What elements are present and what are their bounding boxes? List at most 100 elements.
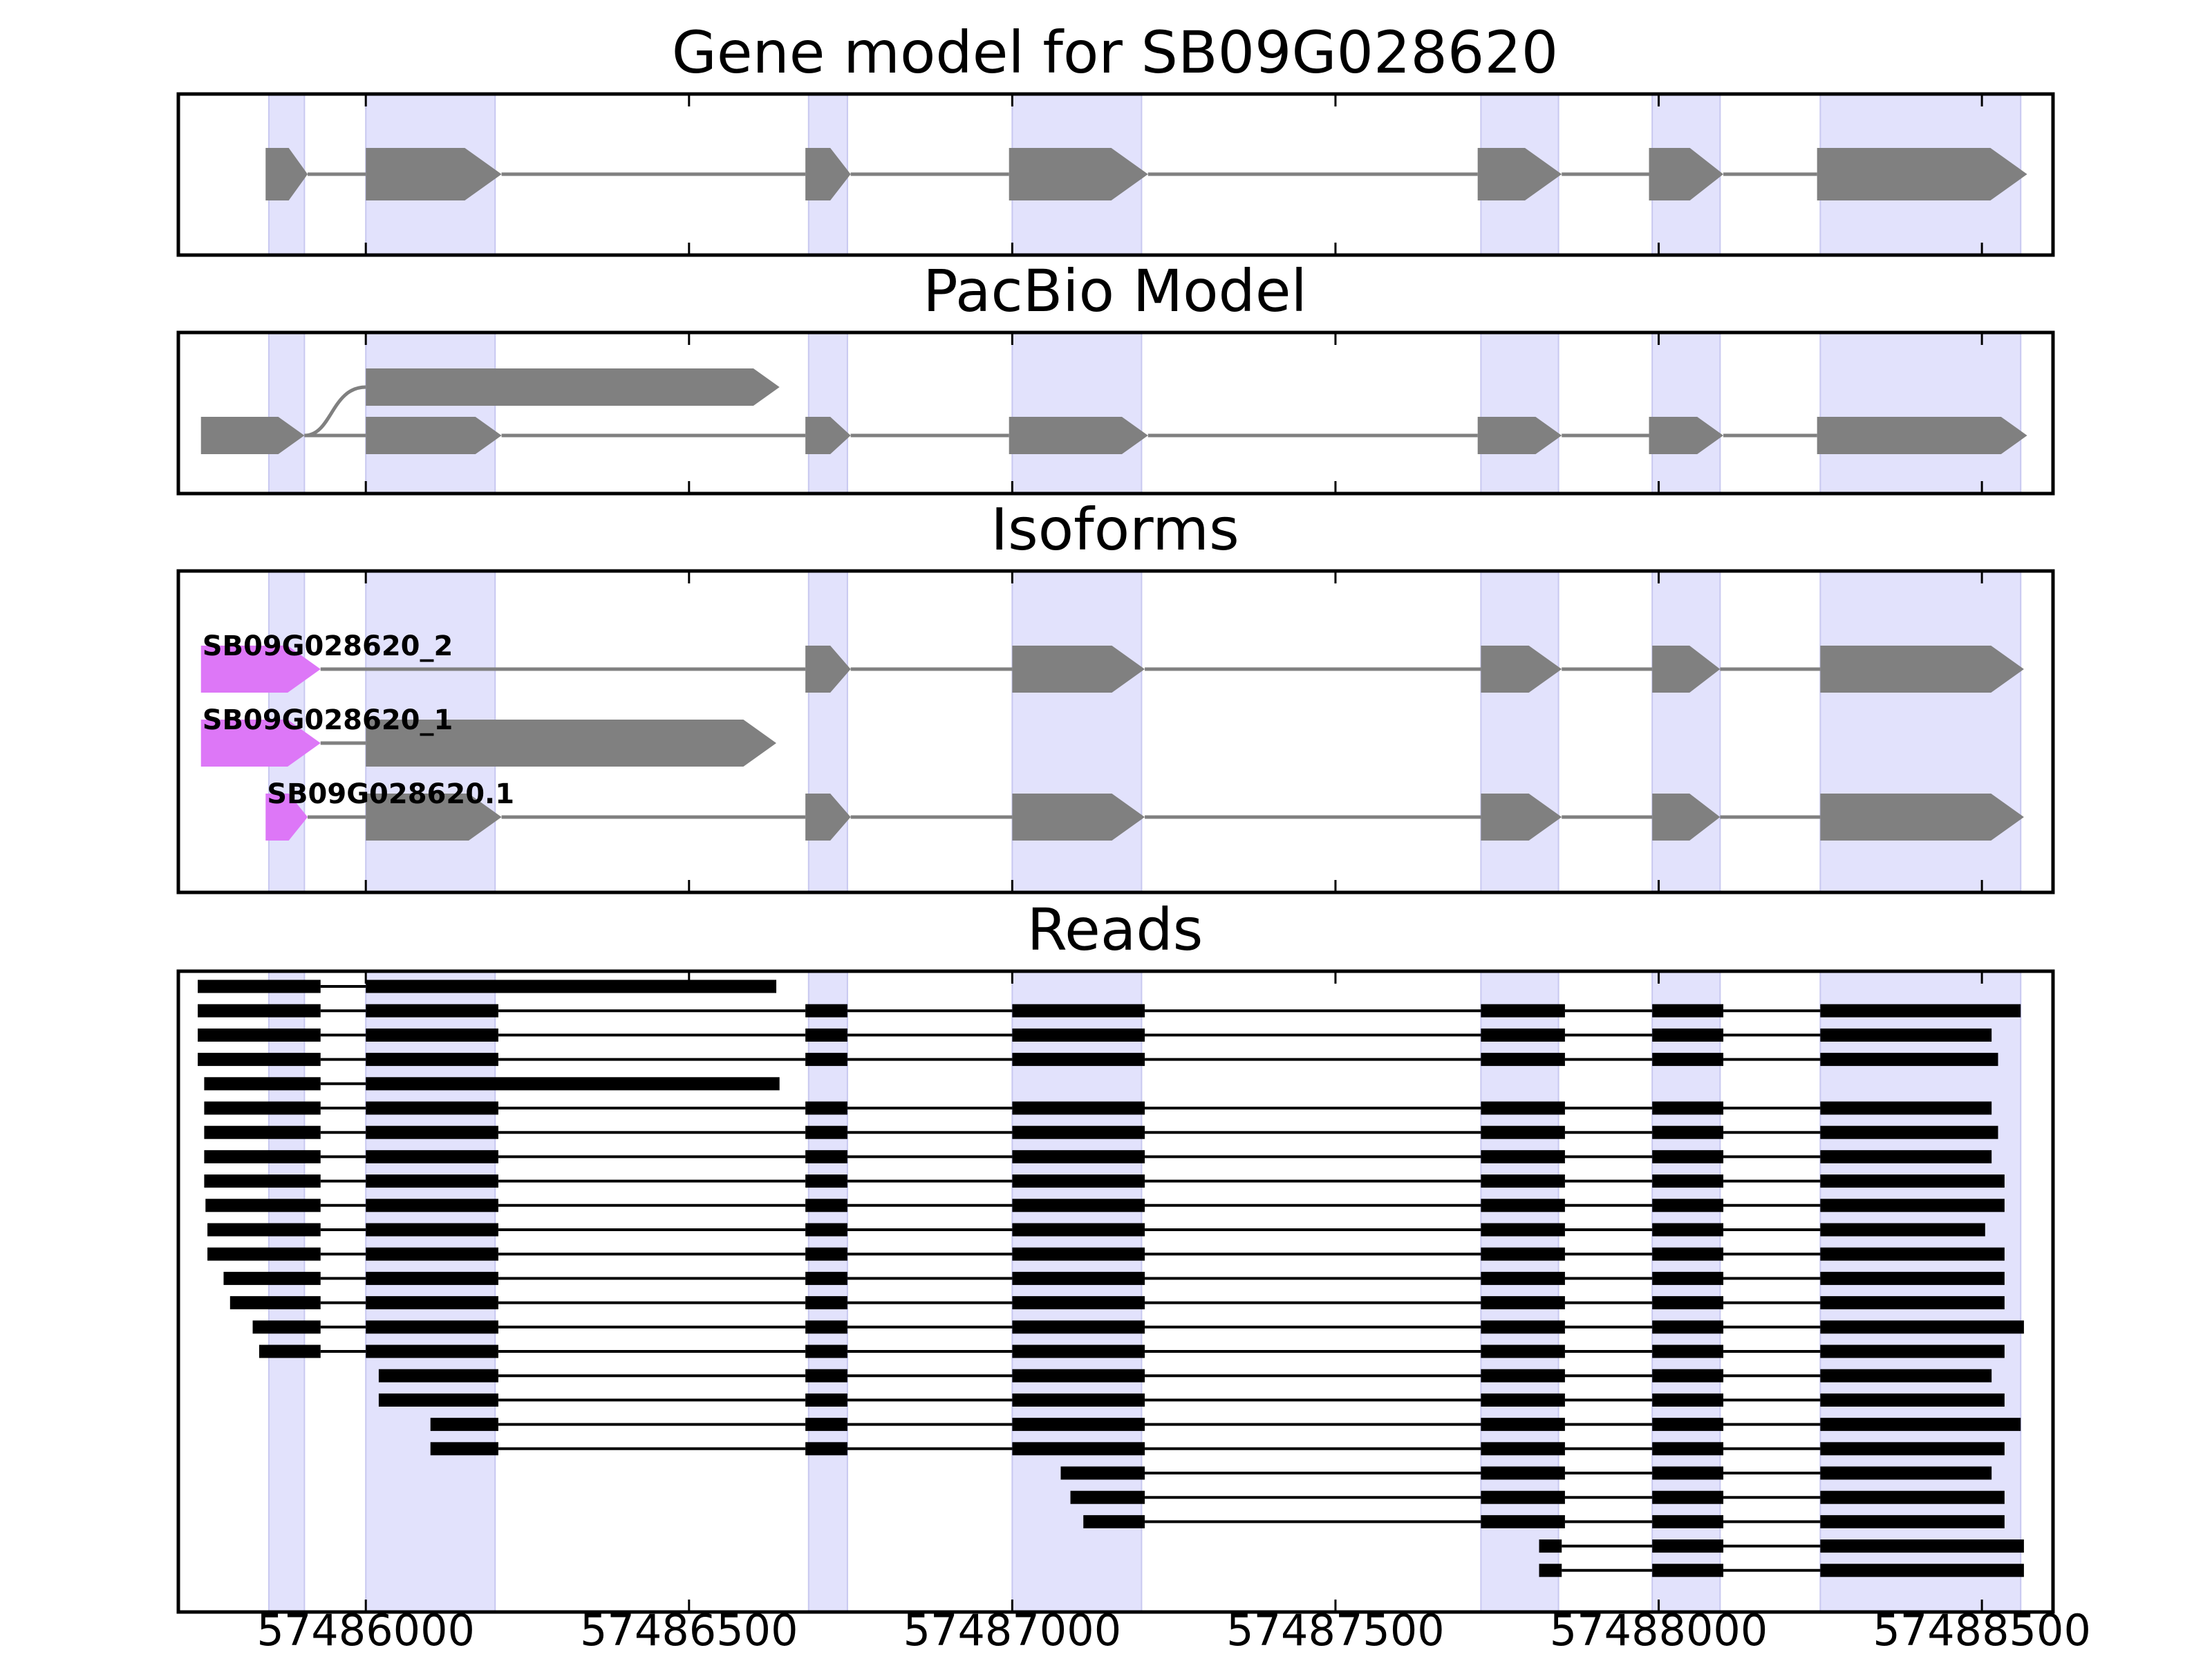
gene-model-exon-6 (1649, 148, 1724, 200)
read-block (1820, 1442, 2005, 1456)
read-block (366, 1344, 498, 1358)
read-20 (430, 1442, 2005, 1456)
read-block (1652, 1539, 1724, 1553)
gene-model-exon-7 (1817, 148, 2027, 200)
read-block (1012, 1393, 1145, 1407)
pacbio-upper-exon-1 (366, 368, 780, 406)
read-block (198, 1028, 321, 1042)
read-block (1481, 1515, 1565, 1528)
read-block (1820, 1174, 2005, 1188)
read-block (366, 1053, 498, 1067)
exon-band-7 (1819, 332, 2022, 494)
read-block (1652, 1223, 1724, 1237)
read-block (805, 1053, 847, 1067)
read-block (1652, 1174, 1724, 1188)
read-block (366, 1125, 498, 1139)
isoform-2-utr-exon (200, 720, 321, 767)
read-block (1012, 1442, 1145, 1456)
exon-band-3 (807, 332, 848, 494)
read-block (207, 1247, 321, 1261)
read-block (1652, 1028, 1724, 1042)
read-block (1652, 1369, 1724, 1382)
read-block (1481, 1442, 1565, 1456)
read-block (1012, 1247, 1145, 1261)
tracks-gene-model (265, 148, 2027, 200)
read-block (366, 1247, 498, 1261)
x-axis-ticks (364, 94, 1983, 1612)
x-tick-label: 57486500 (580, 1605, 798, 1656)
read-block (1652, 1053, 1724, 1067)
read-block (207, 1223, 321, 1237)
read-block (205, 1199, 321, 1212)
read-block (1820, 1418, 2021, 1432)
read-block (1652, 1320, 1724, 1334)
gene-model-exon-4 (1009, 148, 1148, 200)
read-block (1012, 1101, 1145, 1115)
read-block (805, 1296, 847, 1310)
read-block (1481, 1150, 1565, 1163)
read-block (805, 1199, 847, 1212)
read-block (1481, 1174, 1565, 1188)
read-block (1012, 1199, 1145, 1212)
isoform-label: SB09G028620_2 (203, 630, 453, 662)
read-block (1652, 1490, 1724, 1504)
read-block (252, 1320, 321, 1334)
read-block (1820, 1490, 2005, 1504)
panel-frame-reads (176, 969, 2055, 1614)
read-block (805, 1344, 847, 1358)
read-block (1070, 1490, 1145, 1504)
exon-band-4 (1011, 332, 1143, 494)
exon-band-2 (365, 332, 496, 494)
read-block (1481, 1223, 1565, 1237)
read-block (805, 1320, 847, 1334)
x-tick-label: 57487500 (1226, 1605, 1445, 1656)
read-block (1820, 1223, 1985, 1237)
isoform-label: SB09G028620_1 (203, 704, 453, 736)
read-block (1820, 1004, 2021, 1018)
read-block (366, 1101, 498, 1115)
isoform-label: SB09G028620.1 (267, 778, 514, 810)
read-block (1820, 1320, 2024, 1334)
read-block (1012, 1369, 1145, 1382)
exon-band-7 (1819, 971, 2022, 1613)
read-block (1060, 1466, 1145, 1480)
gene-model-exon-5 (1477, 148, 1562, 200)
read-block (1652, 1101, 1724, 1115)
isoform-1-exon-3 (1012, 646, 1145, 693)
exon-band-3 (807, 570, 848, 893)
read-block (366, 1271, 498, 1285)
panel-reads: Reads (176, 94, 2055, 1614)
gene-model-exon-1 (265, 148, 308, 200)
read-block (1820, 1199, 2005, 1212)
panel-title-pacbio-model: PacBio Model (923, 257, 1307, 325)
read-11 (207, 1223, 1985, 1237)
x-tick-label: 57488500 (1873, 1605, 2091, 1656)
read-block (1012, 1174, 1145, 1188)
read-block (1481, 1418, 1565, 1432)
isoform-1-exon-6 (1820, 646, 2024, 693)
read-block (1481, 1125, 1565, 1139)
read-block (805, 1004, 847, 1018)
read-15 (252, 1320, 2024, 1334)
exon-band-7 (1819, 570, 2022, 893)
read-block (1539, 1564, 1562, 1577)
exon-band-5 (1480, 332, 1559, 494)
read-block (1820, 1369, 1992, 1382)
read-block (366, 1320, 498, 1334)
read-4 (198, 1053, 1998, 1067)
read-block (1012, 1344, 1145, 1358)
panel-pacbio-model: PacBio Model (176, 257, 2055, 496)
read-block (805, 1223, 847, 1237)
exon-band-1 (268, 971, 306, 1613)
read-block (1820, 1271, 2005, 1285)
read-block (229, 1296, 321, 1310)
read-block (430, 1442, 498, 1456)
exon-band-3 (807, 971, 848, 1613)
read-block (1012, 1320, 1145, 1334)
panel-gene-model: Gene model for SB09G028620 (176, 19, 2055, 257)
read-block (1012, 1271, 1145, 1285)
read-block (366, 1028, 498, 1042)
read-block (1481, 1199, 1565, 1212)
x-tick-label: 57487000 (903, 1605, 1122, 1656)
read-block (1012, 1296, 1145, 1310)
